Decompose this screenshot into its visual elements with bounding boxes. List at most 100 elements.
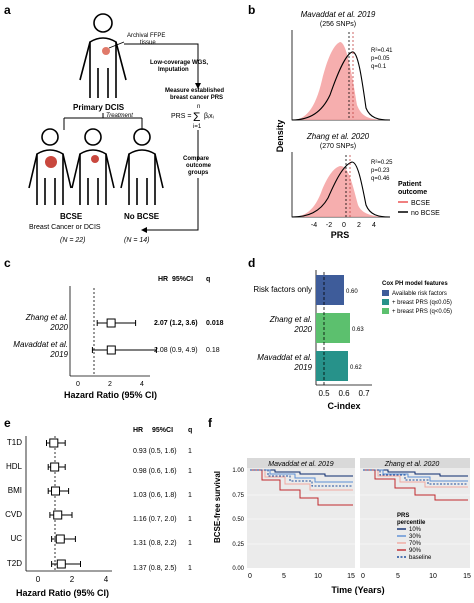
survival-right-curves: [363, 469, 468, 501]
forest-e-xticks: 0 2 4: [36, 575, 109, 584]
forest-e-headers: HR 95%CI q: [133, 427, 192, 434]
forest-c-row1-q: 0.018: [206, 320, 224, 327]
svg-text:0.75: 0.75: [232, 493, 244, 499]
svg-text:outcome: outcome: [398, 189, 427, 196]
svg-text:0.98 (0.6, 1.6): 0.98 (0.6, 1.6): [133, 468, 177, 475]
svg-text:1: 1: [188, 565, 192, 572]
panel-c-label: c: [4, 256, 11, 270]
svg-text:2: 2: [108, 381, 112, 388]
panel-b-label: b: [248, 3, 255, 17]
svg-text:R²=0.25: R²=0.25: [371, 160, 393, 166]
survival-left-curve-baseline: [250, 469, 353, 487]
density-bottom-bcse-area: [292, 165, 390, 217]
forest-e-row-labels: T1D HDL BMI CVD UC T2D: [5, 438, 22, 568]
bcse-patient-figure-1: [28, 128, 72, 205]
svg-text:5: 5: [396, 573, 400, 580]
bar-d-xtick-1: 0.6: [338, 389, 350, 398]
survival-left-title: Mavaddat et al. 2019: [268, 461, 333, 468]
density-bottom-stats: R²=0.25 p=0.23 q=0.46: [371, 160, 393, 182]
panel-a-label: a: [4, 3, 11, 17]
nobcse-patient-figure: [120, 128, 164, 205]
survival-xticks-right: 0 5 10 15: [361, 573, 471, 580]
svg-text:q=0.1: q=0.1: [371, 64, 387, 70]
panel-a-flowchart: Archival FFPE tissue Low-coverage WGS, I…: [28, 13, 224, 244]
survival-right-title: Zhang et al. 2020: [384, 461, 440, 468]
svg-text:BMI: BMI: [8, 486, 22, 495]
density-top-snps: (256 SNPs): [320, 21, 356, 28]
bar-d-xtick-0: 0.5: [318, 389, 330, 398]
svg-text:+ breast PRS (q≤0.05): + breast PRS (q≤0.05): [392, 300, 452, 306]
svg-text:p=0.05: p=0.05: [371, 56, 390, 62]
forest-e-point-0: [49, 438, 59, 448]
panel-e-label: e: [4, 416, 11, 430]
bcse-patient-figure-2: [71, 128, 115, 205]
svg-text:95%CI: 95%CI: [152, 427, 173, 434]
svg-text:1: 1: [188, 540, 192, 547]
svg-text:4: 4: [104, 575, 109, 584]
treatment-label: Treatment: [106, 113, 133, 119]
bar-d-value-label-1: 0.63: [352, 327, 364, 333]
svg-text:Archival FFPE: Archival FFPE: [127, 33, 165, 39]
svg-text:1: 1: [188, 516, 192, 523]
survival-left-curve-70: [250, 469, 353, 491]
svg-text:0.50: 0.50: [232, 517, 244, 523]
svg-text:1.16 (0.7, 2.0): 1.16 (0.7, 2.0): [133, 516, 177, 523]
compare-label-1: Compare: [183, 156, 210, 162]
treatment-branch: [63, 113, 143, 130]
compare-label-2: outcome: [186, 163, 212, 169]
svg-text:HR: HR: [158, 276, 168, 283]
forest-c-point-0: [106, 318, 116, 328]
survival-right-curve-70: [363, 469, 468, 488]
svg-text:UC: UC: [10, 534, 22, 543]
bar-d-ylabel-2a: Zhang et al.: [269, 315, 312, 324]
bar-d-ylabel-2b: 2020: [293, 325, 312, 334]
svg-text:1.37 (0.8, 2.5): 1.37 (0.8, 2.5): [133, 565, 177, 572]
forest-c-row1-label-1: Zhang et al.: [25, 313, 68, 322]
bar-d-marks: 0.60 0.63 0.62: [316, 272, 364, 385]
svg-text:0.25: 0.25: [232, 542, 244, 548]
forest-c-xticks: 0 2 4: [76, 381, 144, 388]
tissue-label-2: tissue: [140, 40, 156, 46]
svg-text:Available risk factors: Available risk factors: [392, 291, 447, 297]
wgs-label-2: Imputation: [158, 67, 189, 73]
svg-text:Patient: Patient: [398, 181, 422, 188]
survival-legend: PRS percentile 10% 30% 70% 90% baseline: [397, 513, 432, 561]
tumor-dot-bcse-2: [91, 155, 99, 163]
bar-d-bar-0: [316, 275, 344, 305]
wgs-label-1: Low-coverage WGS,: [150, 60, 208, 66]
svg-text:q: q: [188, 427, 192, 434]
tissue-label-1: Archival FFPE: [127, 33, 165, 39]
forest-c-point-1: [106, 345, 116, 355]
svg-text:0.93 (0.5, 1.6): 0.93 (0.5, 1.6): [133, 448, 177, 455]
svg-text:HDL: HDL: [6, 462, 23, 471]
survival-xticks-left: 0 5 10 15: [248, 573, 355, 580]
svg-text:i=1: i=1: [193, 124, 202, 130]
svg-text:30%: 30%: [409, 534, 422, 540]
panel-d-bar-chart: 0.60 0.63 0.62 Risk factors only Zhang et …: [253, 270, 452, 411]
survival-right-curve-90: [363, 469, 468, 501]
svg-text:PRS =: PRS =: [171, 113, 191, 120]
nobcse-title: No BCSE: [124, 212, 160, 221]
svg-text:βᵢxᵢ: βᵢxᵢ: [204, 113, 214, 120]
panel-f-label: f: [208, 416, 213, 430]
svg-text:4: 4: [372, 222, 376, 229]
forest-e-point-3: [53, 510, 63, 520]
density-xticks: -4 -2 0 2 4: [311, 222, 376, 229]
svg-text:Cox PH model features: Cox PH model features: [382, 281, 448, 287]
density-top-nobcse-curve: [291, 51, 391, 121]
forest-c-row1-text: 2.07 (1.2, 3.6): [154, 320, 198, 327]
svg-text:p=0.23: p=0.23: [371, 168, 390, 174]
forest-c-headers: HR 95%CI q: [158, 276, 210, 283]
survival-left-curve-90: [250, 469, 353, 506]
svg-text:95%CI: 95%CI: [172, 276, 193, 283]
svg-text:1.00: 1.00: [232, 468, 244, 474]
panel-f-survival: BCSE-free survival 0.00 0.25 0.50 0.75 1…: [213, 458, 471, 595]
svg-text:1: 1: [188, 492, 192, 499]
bar-d-ylabel-3b: 2019: [293, 363, 312, 372]
compare-label-3: groups: [188, 170, 209, 176]
svg-text:+ breast PRS (q<0.05): + breast PRS (q<0.05): [392, 309, 452, 315]
forest-c-row2-q: 0.18: [206, 347, 220, 354]
forest-e-xlabel: Hazard Ratio (95% CI): [16, 588, 109, 598]
density-top-title: Mavaddat et al. 2019: [301, 10, 376, 19]
forest-e-row-q: 1 1 1 1 1 1: [188, 448, 192, 572]
